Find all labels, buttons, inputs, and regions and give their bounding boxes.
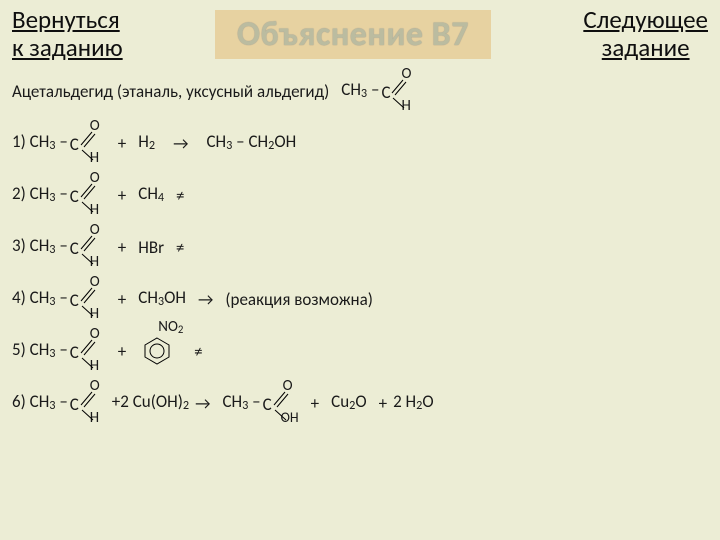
reaction-2: 2) CH3 – СOH + CH4 ≠: [12, 171, 708, 219]
reaction-3: 3) CH3 – СOH + HBr ≠: [12, 223, 708, 271]
intro-label: Ацетальдегид (этаналь, уксусный альдегид…: [12, 83, 329, 100]
back-link-l2: к заданию: [12, 32, 123, 63]
cho-group: СOH: [70, 381, 106, 425]
bond-icon: [271, 383, 295, 423]
cho-group-intro: С O H: [381, 69, 417, 113]
title-box: Объяснение В7: [215, 10, 491, 59]
cho-group: СOH: [70, 121, 106, 165]
intro-line: Ацетальдегид (этаналь, уксусный альдегид…: [12, 69, 708, 113]
next-link-l2: задание: [602, 32, 690, 63]
bond-icon: [78, 227, 102, 267]
bond-icon: [78, 383, 102, 423]
cho-group: СOH: [70, 173, 106, 217]
reaction-4: 4) CH3 – СOH + CH3OH → (реакция возможна…: [12, 275, 708, 323]
bond-icon: [78, 175, 102, 215]
next-link-l1: Следующее: [583, 4, 708, 35]
back-link-l1: Вернуться: [12, 4, 120, 35]
header: Вернуться к заданию Объяснение В7 Следую…: [0, 0, 720, 61]
cho-group: СOH: [70, 277, 106, 321]
page-title: Объяснение В7: [237, 14, 469, 55]
intro-formula: CH3 –: [341, 81, 379, 100]
benzene-icon: NO2: [142, 336, 172, 366]
bond-icon: [78, 123, 102, 163]
back-link[interactable]: Вернуться к заданию: [12, 6, 123, 61]
cho-group: СOH: [70, 329, 106, 373]
reaction-6: 6) CH3 – СOH +2 Cu(OH)2 → CH3 – СOOH + C…: [12, 379, 708, 427]
cooh-group: СOOH: [263, 381, 299, 425]
bond-icon: [389, 71, 413, 111]
next-link[interactable]: Следующее задание: [583, 6, 708, 61]
bond-icon: [78, 331, 102, 371]
reaction-1: 1) CH3 – СOH + H2 → CH3 – CH2OH: [12, 119, 708, 167]
reaction-5: 5) CH3 – СOH + NO2 ≠: [12, 327, 708, 375]
bond-icon: [78, 279, 102, 319]
cho-group: СOH: [70, 225, 106, 269]
content: Ацетальдегид (этаналь, уксусный альдегид…: [0, 61, 720, 427]
